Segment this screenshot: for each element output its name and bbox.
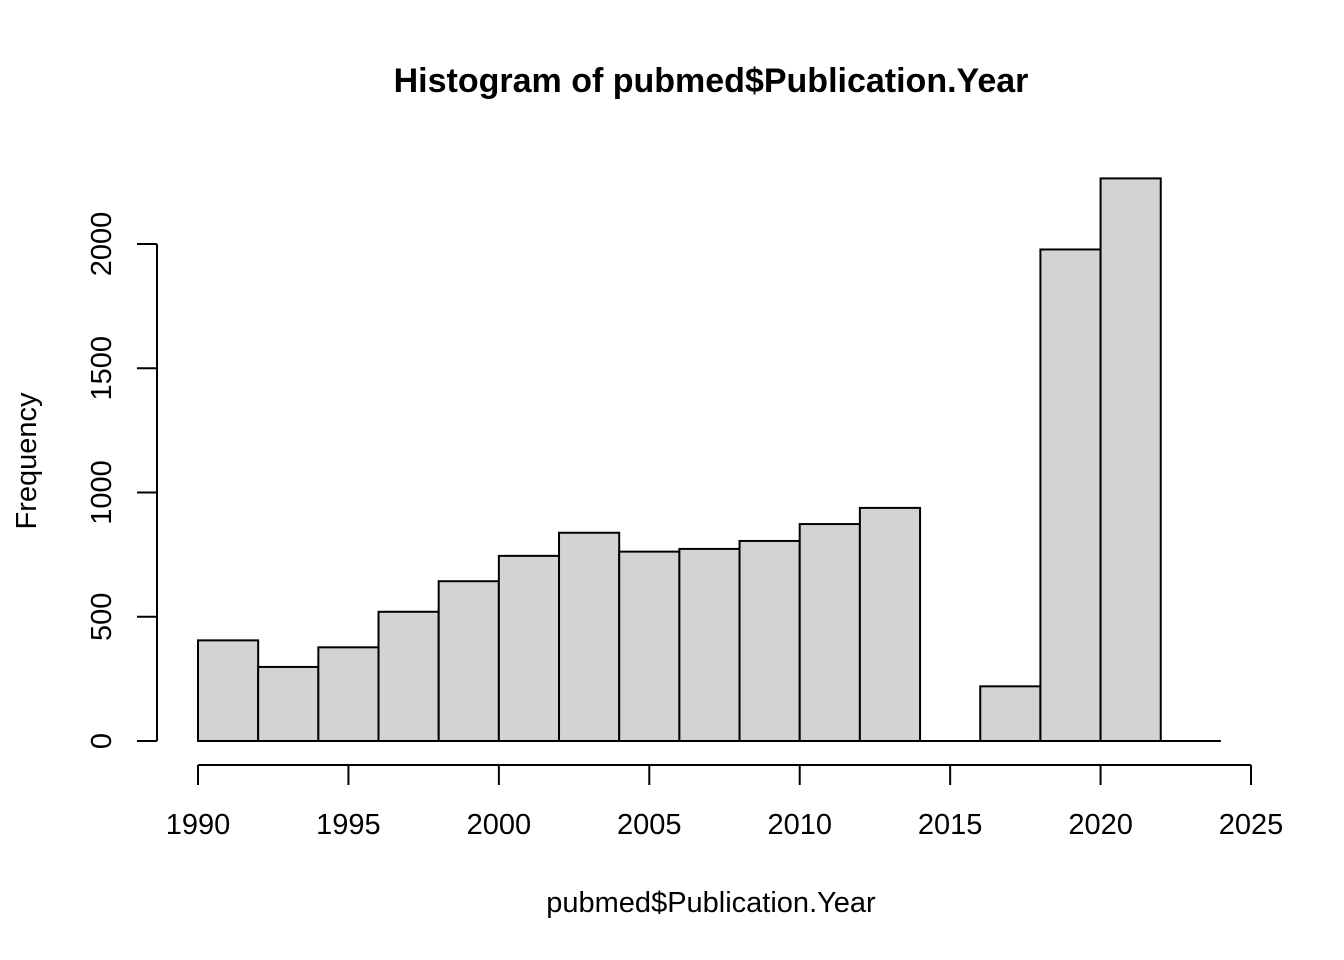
x-tick-label-2010: 2010	[767, 809, 832, 841]
y-tick-label-1000: 1000	[86, 460, 118, 525]
x-axis: 1990 1995 2000 2005 2010 2015 2020 2025	[166, 764, 1284, 841]
y-axis: 0 500 1000 1500 2000	[86, 212, 158, 749]
histogram-bar-2008-2010	[738, 539, 801, 743]
x-tick-label-2005: 2005	[617, 809, 682, 841]
histogram-bar-1992-1994	[257, 665, 320, 743]
x-tick-label-2020: 2020	[1068, 809, 1133, 841]
chart-title: Histogram of pubmed$Publication.Year	[394, 62, 1029, 100]
histogram-bar-1994-1996	[317, 646, 380, 742]
histogram-bar-2000-2002	[497, 554, 561, 742]
histogram-bar-2020-2022	[1099, 177, 1162, 742]
y-tick-label-2000: 2000	[86, 212, 118, 277]
x-tick-label-2025: 2025	[1219, 809, 1284, 841]
x-tick-label-2015: 2015	[918, 809, 983, 841]
histogram-bar-1998-2000	[437, 580, 500, 742]
y-tick-label-0: 0	[86, 733, 118, 749]
histogram-bar-2002-2004	[558, 531, 621, 743]
histogram-bar-2016-2018	[979, 685, 1042, 743]
histogram-bar-2012-2014	[858, 506, 922, 743]
histogram-bar-1996-1998	[377, 610, 440, 743]
x-axis-label: pubmed$Publication.Year	[546, 887, 876, 919]
x-tick-label-1990: 1990	[166, 809, 231, 841]
y-tick-label-1500: 1500	[86, 336, 118, 401]
histogram-bar-2018-2020	[1039, 248, 1102, 742]
histogram-bar-2004-2006	[618, 550, 681, 742]
x-tick-label-1995: 1995	[316, 809, 381, 841]
histogram-bar-2010-2012	[798, 523, 861, 743]
bars-group	[197, 177, 1221, 743]
x-tick-label-2000: 2000	[467, 809, 532, 841]
y-tick-label-500: 500	[86, 593, 118, 641]
histogram-bar-2006-2008	[678, 547, 741, 742]
y-axis-label: Frequency	[11, 392, 43, 530]
histogram-bar-1990-1992	[197, 639, 260, 742]
